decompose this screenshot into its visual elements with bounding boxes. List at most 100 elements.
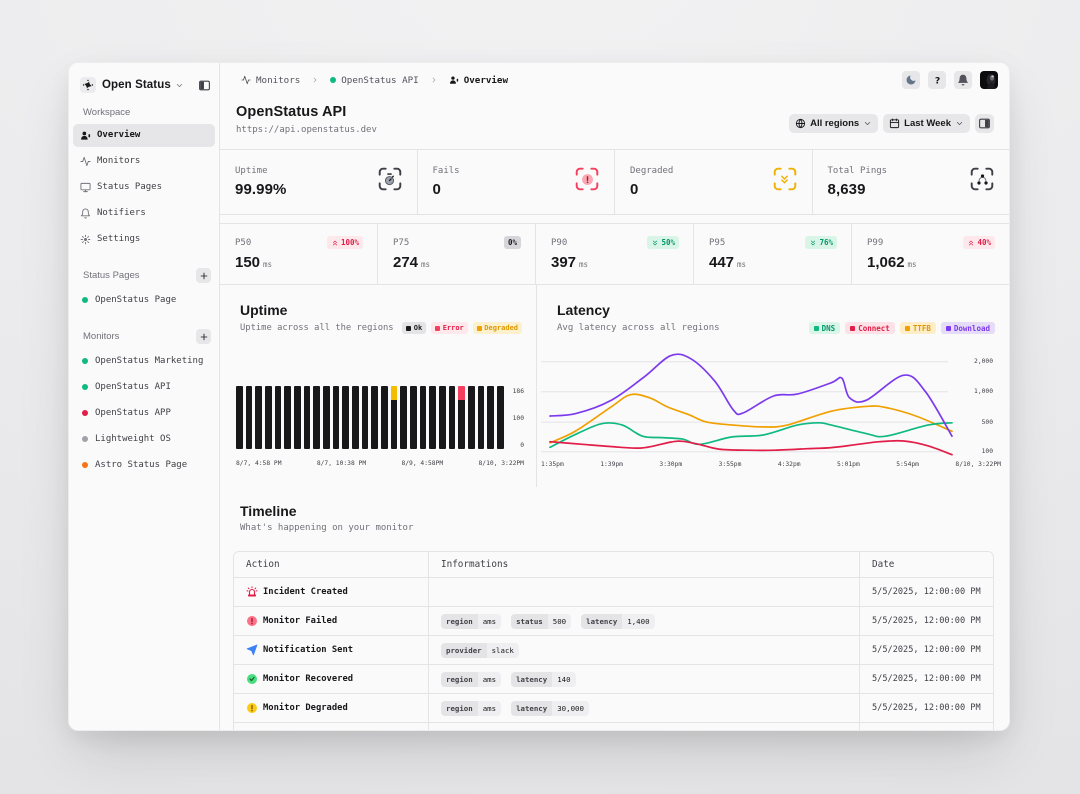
latency-y-tick: 2,000 (974, 358, 993, 366)
sidebar-item-astro-status-page[interactable]: Astro Status Page (73, 454, 215, 477)
uptime-bar[interactable] (361, 386, 369, 449)
status-dot (82, 384, 88, 390)
panel-toggle-button[interactable] (975, 114, 994, 133)
user-square-icon (449, 76, 458, 84)
legend-chip-error[interactable]: Error (431, 322, 468, 334)
timeline-row[interactable]: Incident Created 5/5/2025, 12:00:00 PM (234, 578, 993, 607)
breadcrumb-item[interactable]: Overview (449, 75, 508, 86)
uptime-bar[interactable] (245, 386, 253, 449)
info-badge-provider: provider slack (441, 642, 519, 658)
add-monitors-button[interactable] (196, 329, 211, 344)
circle-alert-framed-icon (574, 166, 600, 192)
region-filter-button[interactable]: All regions (789, 114, 879, 133)
uptime-bar[interactable] (236, 386, 243, 449)
send-icon (246, 644, 258, 656)
uptime-bar[interactable] (255, 386, 263, 449)
uptime-bar[interactable] (419, 386, 427, 449)
uptime-bar[interactable] (294, 386, 301, 449)
percentile-card-p75: P75 0% 274 ms (378, 224, 536, 284)
latency-chart-title: Latency (557, 302, 610, 318)
uptime-bar[interactable] (390, 386, 398, 449)
event-name: Monitor Recovered (263, 674, 354, 684)
circle-alert-icon (247, 703, 257, 713)
latency-line-dns (549, 421, 953, 449)
sidebar-toggle-icon[interactable] (198, 79, 211, 92)
panel-right-icon (979, 118, 990, 129)
add-status-pages-button[interactable] (196, 268, 211, 283)
uptime-x-tick: 8/10, 3:22PM (478, 460, 524, 467)
uptime-bar[interactable] (410, 386, 417, 449)
breadcrumb-item[interactable]: Monitors (241, 75, 300, 86)
column-header-informations: Informations (441, 559, 509, 570)
uptime-bar[interactable] (284, 386, 292, 449)
uptime-bar[interactable] (265, 386, 272, 449)
uptime-bar[interactable] (429, 386, 437, 449)
uptime-bar[interactable] (342, 386, 350, 449)
timeline-row[interactable] (234, 723, 993, 730)
calendar-icon (890, 118, 900, 129)
sidebar-item-openstatus-api[interactable]: OpenStatus API (73, 376, 215, 399)
sidebar-item-notifiers[interactable]: Notifiers (73, 202, 215, 225)
panel-left-icon (199, 80, 210, 90)
uptime-bar[interactable] (323, 386, 330, 449)
uptime-bar[interactable] (497, 386, 504, 449)
uptime-bar[interactable] (487, 386, 495, 449)
sidebar-item-monitors[interactable]: Monitors (73, 150, 215, 173)
info-badge-region: region ams (441, 613, 502, 629)
sidebar-item-openstatus-marketing[interactable]: OpenStatus Marketing (73, 350, 215, 373)
theme-toggle-button[interactable] (902, 71, 920, 89)
legend-chip-download[interactable]: Download (940, 322, 995, 334)
uptime-bar[interactable] (303, 386, 311, 449)
event-date: 5/5/2025, 12:00:00 PM (872, 587, 981, 597)
bell-icon (80, 208, 90, 219)
period-filter-button[interactable]: Last Week (883, 114, 970, 133)
sidebar-section-label: Workspace (83, 106, 131, 118)
workspace-switcher[interactable]: Open Status (69, 71, 219, 99)
uptime-bar[interactable] (274, 386, 282, 449)
uptime-bar[interactable] (371, 386, 379, 449)
sidebar-item-status-pages[interactable]: Status Pages (73, 176, 215, 199)
timeline-row[interactable]: Monitor Recovered region ams latency 140 5/… (234, 665, 993, 694)
latency-x-tick: 1:35pm (541, 461, 564, 468)
uptime-bar[interactable] (439, 386, 446, 449)
uptime-bar[interactable] (448, 386, 456, 449)
legend-chip-ttfb[interactable]: TTFB (899, 322, 936, 334)
uptime-bar[interactable] (332, 386, 340, 449)
sidebar-item-overview[interactable]: Overview (73, 123, 215, 147)
uptime-bar[interactable] (313, 386, 321, 449)
sidebar-item-openstatus-app[interactable]: OpenStatus APP (73, 402, 215, 425)
uptime-bar-chart: 186 100 0 (236, 386, 524, 449)
notifications-button[interactable] (954, 71, 972, 89)
latency-x-tick: 3:55pm (718, 461, 742, 468)
stat-card-total-pings: Total Pings 8,639 (813, 150, 1010, 214)
avatar[interactable] (980, 71, 998, 89)
help-button[interactable]: ? (928, 71, 946, 89)
openstatus-logo-icon (80, 77, 96, 93)
uptime-bar[interactable] (468, 386, 475, 449)
legend-chip-dns[interactable]: DNS (808, 322, 841, 334)
percentile-card-p90: P90 50% 397 ms (536, 224, 694, 284)
percentile-label: P99 (867, 237, 884, 248)
timeline-row[interactable]: Notification Sent provider slack 5/5/2025… (234, 636, 993, 665)
sidebar-item-lightweight-os[interactable]: Lightweight OS (73, 428, 215, 451)
uptime-x-axis: 8/7, 4:58 PM 8/7, 10:38 PM 8/9, 4:58PM 8/10… (236, 460, 524, 467)
breadcrumb-item[interactable]: OpenStatus API (330, 75, 419, 86)
timeline-row[interactable]: Monitor Degraded region ams latency 30,000 … (234, 694, 993, 723)
stat-card-degraded: Degraded 0 (615, 150, 813, 214)
uptime-bar[interactable] (477, 386, 485, 449)
sidebar-item-openstatus-page[interactable]: OpenStatus Page (73, 289, 215, 312)
stat-label: Fails (432, 166, 460, 176)
legend-chip-degraded[interactable]: Degraded (472, 322, 522, 334)
latency-x-tick: 1:39pm (600, 461, 623, 468)
uptime-bar[interactable] (458, 386, 466, 449)
uptime-bar[interactable] (352, 386, 359, 449)
plus-icon (200, 272, 207, 279)
uptime-bar[interactable] (400, 386, 408, 449)
legend-chip-ok[interactable]: Ok (402, 322, 427, 334)
sidebar-item-settings[interactable]: Settings (73, 228, 215, 251)
legend-chip-connect[interactable]: Connect (845, 322, 895, 334)
timeline-row[interactable]: Monitor Failed region ams status 500 latency… (234, 607, 993, 636)
uptime-bar[interactable] (381, 386, 388, 449)
uptime-legend: Ok Error Degraded (402, 322, 522, 334)
corners-icon (378, 167, 401, 191)
